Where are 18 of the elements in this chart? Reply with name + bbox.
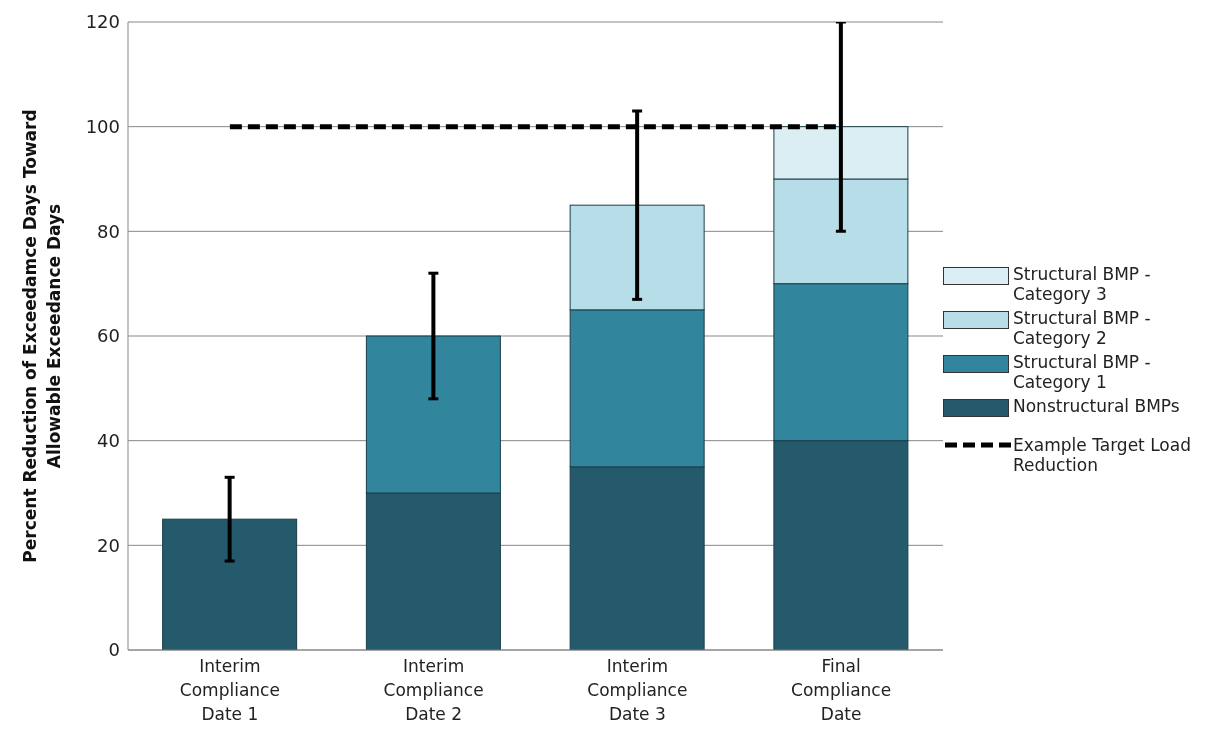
y-tick-label: 100 [85, 116, 120, 138]
bar [162, 518, 298, 650]
legend-label: Structural BMP - Category 2 [1013, 307, 1152, 348]
x-tick-label: Final Compliance Date [791, 656, 892, 724]
y-tick-label: 40 [97, 430, 120, 452]
y-tick-label: 120 [85, 11, 120, 33]
legend-label: Example Target Load Reduction [1013, 434, 1192, 475]
y-tick-label: 60 [97, 325, 120, 347]
legend-label: Structural BMP - Category 3 [1013, 263, 1152, 304]
y-tick-label: 20 [97, 534, 120, 556]
y-tick-label: 0 [108, 639, 120, 661]
x-tick-label: Interim Compliance Date 3 [587, 656, 688, 724]
legend-label: Structural BMP - Category 1 [1013, 351, 1152, 392]
y-axis-title: Percent Reduction of Exceedamce Days Toward Allowable Exceedance Days [20, 109, 64, 563]
x-tick-label: Interim Compliance Date 1 [179, 656, 280, 724]
y-tick-label: 80 [97, 220, 120, 242]
x-tick-label: Interim Compliance Date 2 [383, 656, 484, 724]
legend-label: Nonstructural BMPs [1013, 395, 1180, 416]
